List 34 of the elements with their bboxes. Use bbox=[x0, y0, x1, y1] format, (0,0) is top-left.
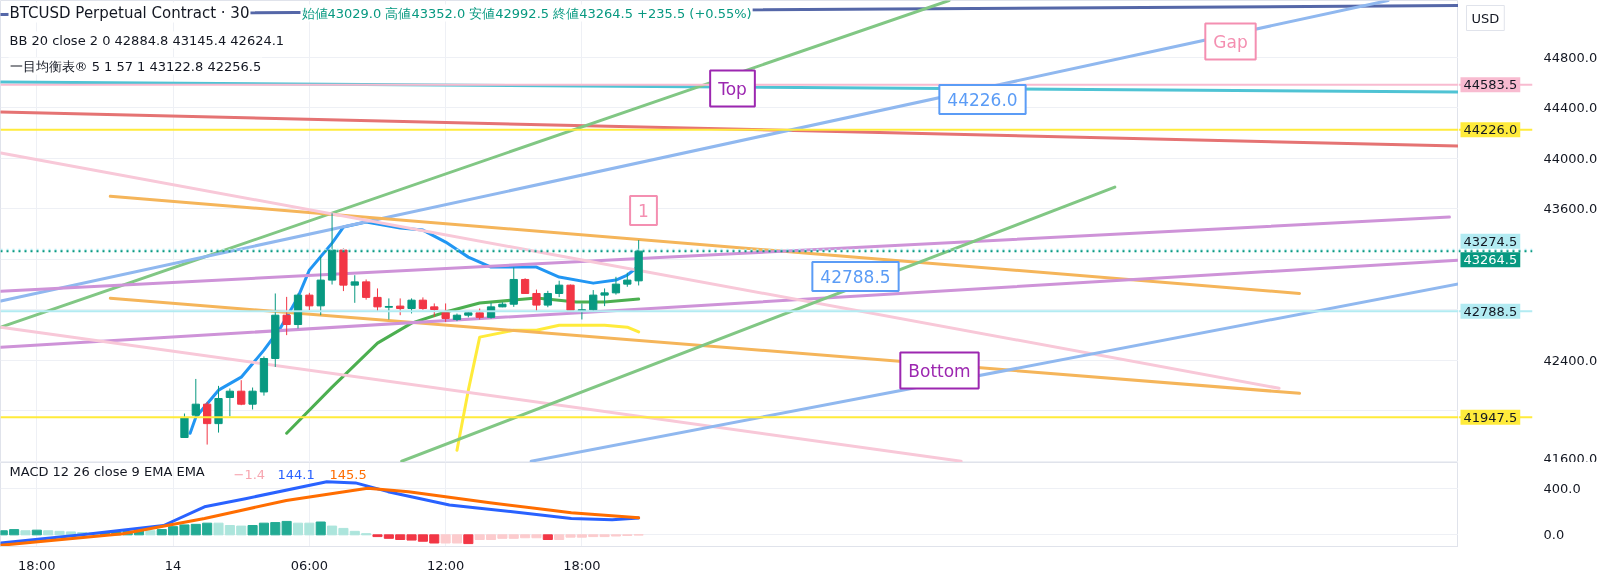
chart-title: MACD 12 26 close 9 EMA EMA bbox=[9, 463, 205, 479]
annotation: 42788.5 bbox=[820, 267, 891, 287]
ref-line-label: 42788.5 bbox=[1463, 303, 1518, 319]
ref-line-label: 41947.5 bbox=[1463, 409, 1518, 425]
chart-title: BTCUSD Perpetual Contract · 30 bbox=[9, 3, 250, 22]
x-tick-label: 14 bbox=[164, 557, 182, 573]
chart-subtitle: 始値43029.0 高値43352.0 安値42992.5 終値43264.5 +235.5 (+0.55%) bbox=[301, 5, 752, 21]
y-tick-label: 43600.0 bbox=[1543, 201, 1598, 217]
annotation: 44226.0 bbox=[947, 90, 1018, 110]
y-tick-label: 44400.0 bbox=[1543, 100, 1598, 116]
annotation: 1 bbox=[638, 201, 649, 221]
x-tick-label: 18:00 bbox=[563, 557, 601, 573]
annotation: 144.1 bbox=[277, 466, 315, 482]
y-tick-label: 400.0 bbox=[1543, 480, 1581, 496]
x-tick-label: 12:00 bbox=[426, 557, 465, 573]
y-tick-label: 0.0 bbox=[1543, 527, 1565, 543]
ref-line-label: 44583.5 bbox=[1463, 77, 1518, 93]
annotation: 一目均衡表® 5 1 57 1 43122.8 42256.5 bbox=[9, 58, 262, 74]
annotation: 145.5 bbox=[329, 466, 367, 482]
y-tick-label: 44000.0 bbox=[1543, 150, 1598, 166]
annotation: −1.4 bbox=[233, 466, 266, 482]
ref-line-label: 43264.5 bbox=[1463, 252, 1518, 268]
x-tick-label: 18:00 bbox=[18, 557, 56, 573]
ref-line-label: 44226.0 bbox=[1463, 122, 1518, 138]
x-tick-label: 06:00 bbox=[290, 557, 329, 573]
annotation: Bottom bbox=[908, 360, 971, 381]
y-tick-label: 42400.0 bbox=[1543, 352, 1598, 368]
y-axis-title: USD bbox=[1471, 10, 1500, 26]
annotation: Gap bbox=[1213, 31, 1248, 52]
ref-line-label: 43274.5 bbox=[1463, 233, 1518, 249]
annotation: Top bbox=[717, 78, 747, 99]
y-tick-label: 41600.0 bbox=[1543, 450, 1598, 466]
annotation: BB 20 close 2 0 42884.8 43145.4 42624.1 bbox=[9, 32, 285, 48]
y-tick-label: 44800.0 bbox=[1543, 49, 1598, 65]
